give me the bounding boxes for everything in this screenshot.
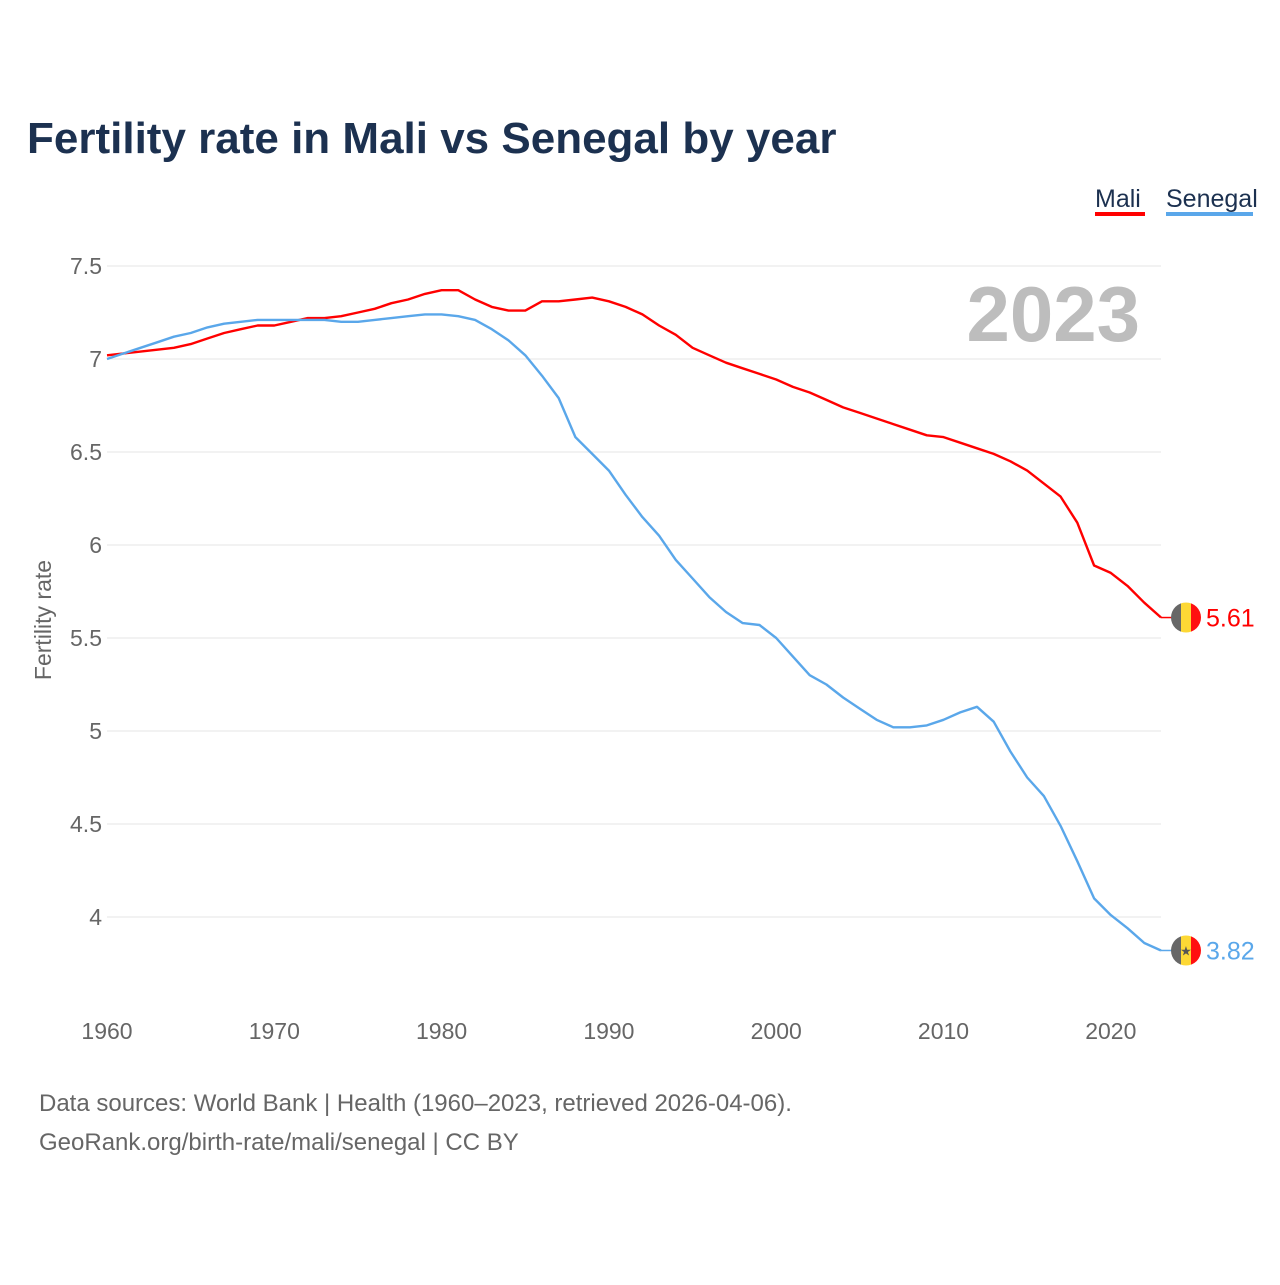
flag-icon-mali xyxy=(1171,602,1201,633)
x-tick-label: 1970 xyxy=(249,1018,300,1044)
gridlines: 7.5 7 6.5 6 5.5 5 4.5 4 1960 1970 1980 1990 2000 2010… xyxy=(70,253,1161,1044)
flag-stripe-middle xyxy=(1181,602,1191,633)
flag-stripe-left xyxy=(1171,935,1181,966)
x-tick-label: 1960 xyxy=(81,1018,132,1044)
flag-stripe-middle xyxy=(1181,935,1191,966)
y-tick-label: 6 xyxy=(89,532,102,558)
y-axis-label: Fertility rate xyxy=(30,560,56,680)
footer-sources: Data sources: World Bank | Health (1960–… xyxy=(39,1090,792,1117)
series-line-mali xyxy=(106,289,1162,619)
chart-title: Fertility rate in Mali vs Senegal by yea… xyxy=(27,114,836,163)
y-tick-label: 5 xyxy=(89,718,102,744)
y-tick-label: 5.5 xyxy=(70,625,102,651)
year-watermark: 2023 xyxy=(966,270,1140,358)
end-value-label-senegal: 3.82 xyxy=(1206,937,1255,965)
flag-stripe-right xyxy=(1191,602,1201,633)
footer-credit[interactable]: GeoRank.org/birth-rate/mali/senegal | CC… xyxy=(39,1129,519,1156)
end-markers: 5.61 ★ 3.82 xyxy=(1161,602,1255,966)
y-tick-label: 4 xyxy=(89,904,102,930)
y-tick-label: 4.5 xyxy=(70,811,102,837)
end-value-label-mali: 5.61 xyxy=(1206,605,1255,633)
y-tick-label: 7.5 xyxy=(70,253,102,279)
flag-stripe-left xyxy=(1171,602,1181,633)
y-tick-label: 6.5 xyxy=(70,439,102,465)
series-lines xyxy=(106,289,1162,952)
x-tick-label: 2010 xyxy=(918,1018,969,1044)
series-line-senegal xyxy=(106,313,1162,952)
flag-stripes: ★ xyxy=(1171,935,1201,966)
flag-icon-senegal: ★ xyxy=(1171,935,1201,966)
y-tick-label: 7 xyxy=(89,346,102,372)
x-tick-label: 2020 xyxy=(1085,1018,1136,1044)
star-icon: ★ xyxy=(1180,943,1192,958)
x-tick-label: 1980 xyxy=(416,1018,467,1044)
flag-stripes xyxy=(1171,602,1201,633)
flag-stripe-right xyxy=(1191,935,1201,966)
legend-swatch-mali xyxy=(1095,212,1145,216)
x-tick-label: 2000 xyxy=(751,1018,802,1044)
x-tick-label: 1990 xyxy=(583,1018,634,1044)
legend-swatch-senegal xyxy=(1166,212,1253,216)
legend-label-senegal[interactable]: Senegal xyxy=(1166,185,1258,213)
legend-label-mali[interactable]: Mali xyxy=(1095,185,1141,213)
legend: Mali Senegal xyxy=(1095,185,1258,216)
